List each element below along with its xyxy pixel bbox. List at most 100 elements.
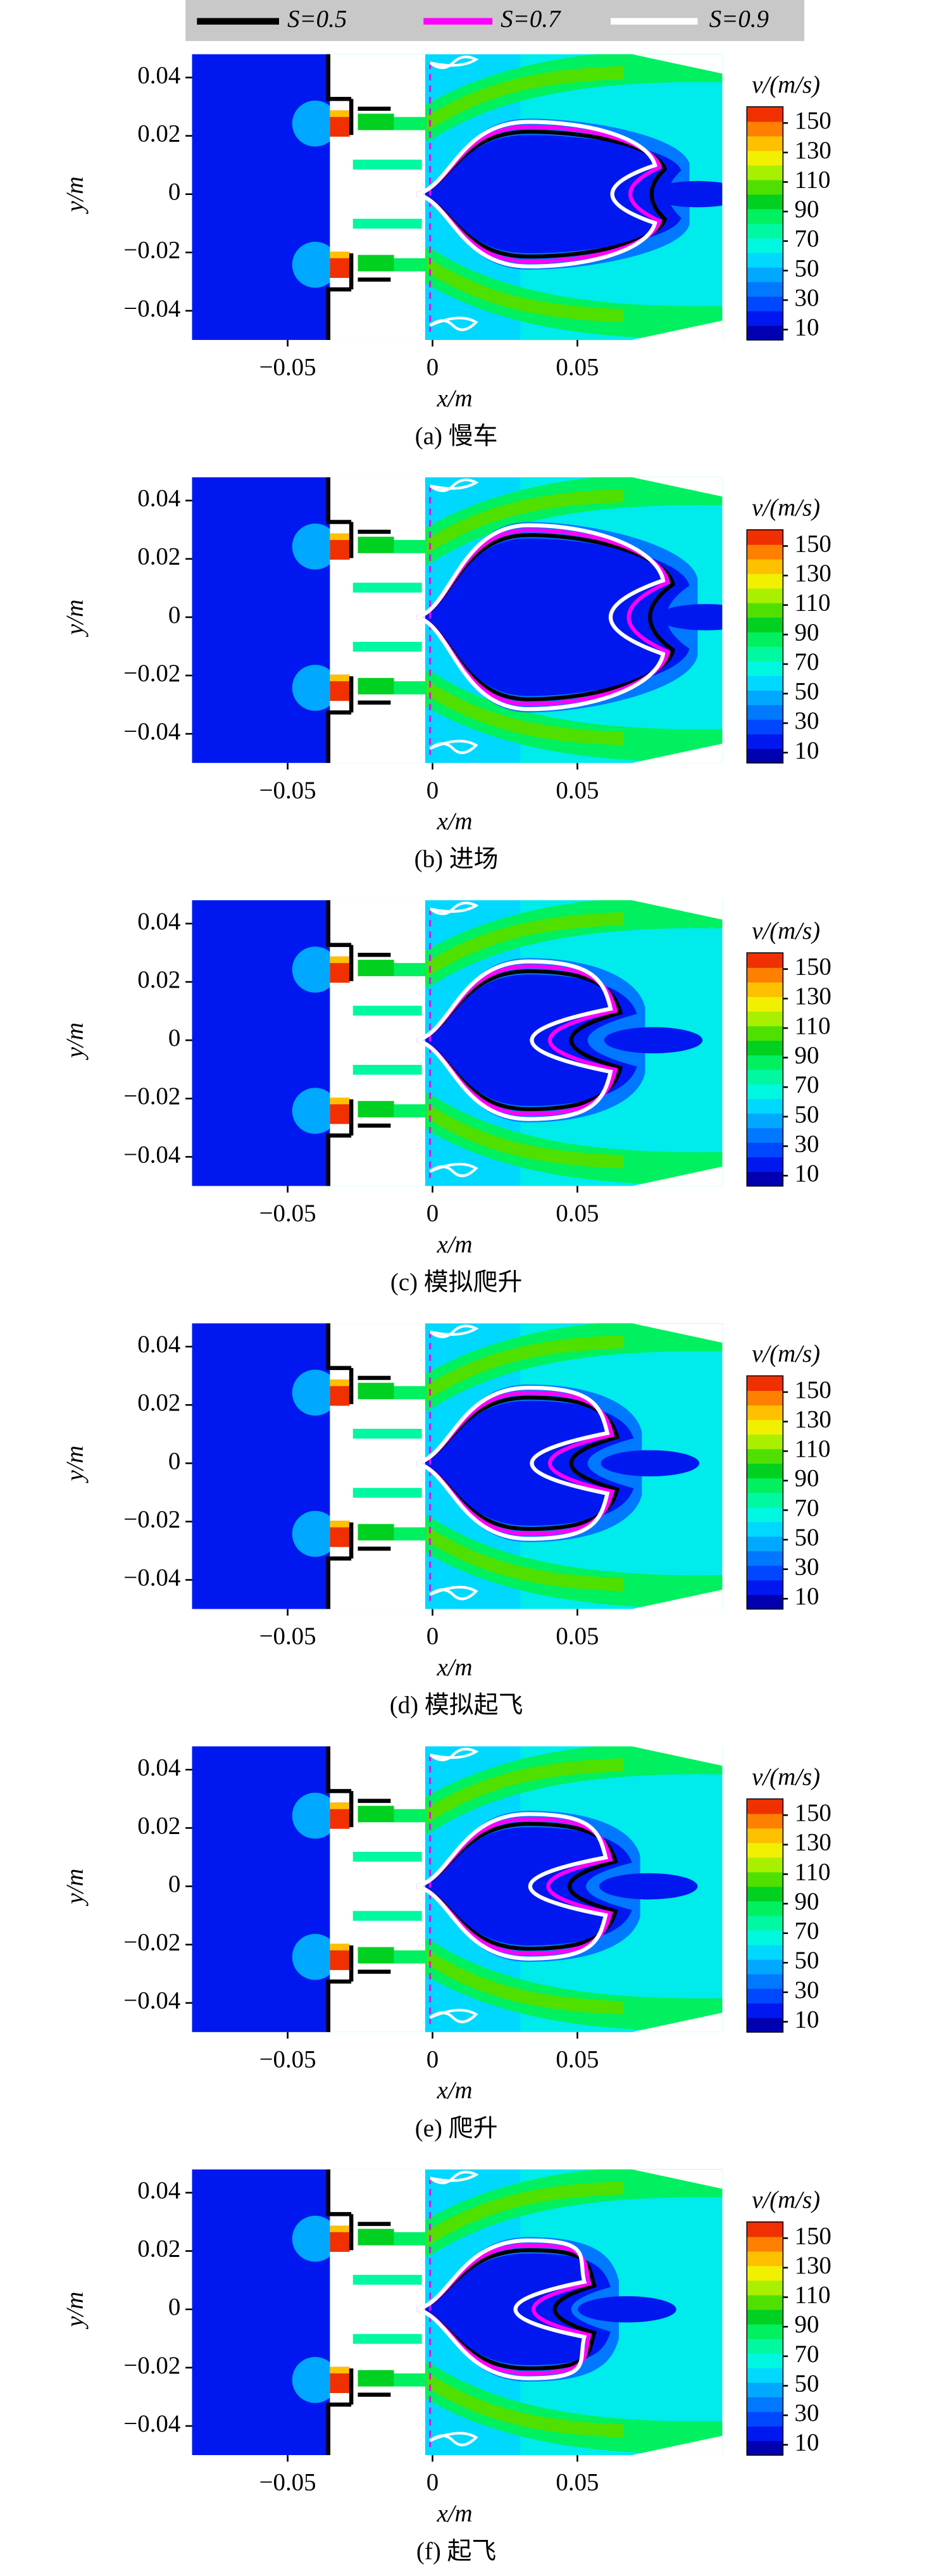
iso-line — [416, 1817, 613, 1956]
corner-vortex — [429, 739, 478, 755]
colorbar-band — [747, 967, 783, 983]
colorbar-band — [747, 661, 783, 676]
colorbar-band — [747, 544, 783, 560]
corner-vortex — [429, 902, 479, 915]
colorbar-tick-label: 70 — [795, 1494, 819, 1521]
swirler-passage — [394, 1386, 427, 1400]
colorbar-band — [747, 1405, 783, 1421]
colorbar-label: v/(m/s) — [752, 494, 820, 522]
colorbar-band — [747, 106, 783, 122]
iso-line — [416, 120, 657, 268]
plenum-blob — [292, 100, 339, 147]
colorbar-tick-label: 70 — [795, 648, 819, 675]
colorbar-tick-label: 90 — [795, 619, 819, 646]
colorbar-band — [747, 1930, 783, 1945]
contour-field — [192, 1746, 723, 2032]
colorbar-band — [747, 121, 783, 137]
swirler-cutout — [330, 2169, 425, 2456]
plenum — [192, 2169, 330, 2456]
iso-line — [416, 964, 618, 1116]
colorbar-frame — [746, 2221, 784, 2456]
colorbar-band — [747, 1799, 783, 1814]
iso-line — [416, 1385, 610, 1541]
colorbar-band — [747, 237, 783, 253]
plenum — [192, 477, 330, 763]
colorbar-label: v/(m/s) — [752, 1763, 820, 1790]
swirler-inlet-edge — [330, 674, 350, 682]
swirler-gap — [352, 1488, 422, 1498]
swirler-passage — [358, 1947, 394, 1964]
y-tick-label: −0.04 — [123, 2410, 180, 2437]
x-axis-label: x/m — [436, 1654, 472, 1681]
y-tick-label: 0.04 — [137, 2177, 180, 2204]
wake — [648, 180, 723, 208]
x-tick-label: 0 — [427, 1200, 439, 1227]
y-tick-label: 0.02 — [137, 543, 180, 570]
colorbar-tick-label: 50 — [795, 678, 819, 705]
colorbar-band — [747, 1478, 783, 1493]
colorbar-band — [747, 1128, 783, 1143]
colorbar-band — [747, 1463, 783, 1479]
colorbar-band — [747, 1055, 783, 1071]
colorbar-band — [747, 2236, 783, 2252]
corner-vortex — [429, 2432, 478, 2446]
iso-line — [416, 959, 613, 1121]
colorbar-band — [747, 602, 783, 618]
wall — [326, 900, 391, 1186]
x-tick-label: 0.05 — [556, 2045, 599, 2073]
swirler-passage — [394, 2373, 427, 2387]
caption: (a) 慢车 — [415, 423, 498, 450]
colorbar-tick-label: 150 — [795, 107, 831, 134]
swirler-passage — [358, 1101, 394, 1118]
y-tick-label: 0 — [168, 1447, 180, 1474]
colorbar-tick-label: 130 — [795, 1405, 831, 1433]
colorbar-band — [747, 719, 783, 734]
swirler-cutout — [330, 1746, 425, 2032]
swirler-inlet-edge — [330, 1944, 350, 1951]
swirler-passage — [394, 539, 427, 553]
iso-line — [416, 969, 623, 1112]
colorbar-band — [747, 1565, 783, 1581]
colorbar-band — [747, 135, 783, 151]
y-tick-label: −0.04 — [123, 1564, 180, 1591]
colorbar-tick-label: 50 — [795, 1101, 819, 1128]
recirculation-core — [416, 1827, 632, 1945]
corner-vortex — [429, 317, 478, 331]
colorbar-band — [747, 2017, 783, 2033]
plenum-blob — [292, 2215, 339, 2262]
colorbar-band — [747, 996, 783, 1012]
caption: (b) 进场 — [414, 846, 499, 873]
colorbar-band — [747, 1376, 783, 1392]
colorbar-band — [747, 1594, 783, 1610]
colorbar-tick-label: 10 — [795, 737, 819, 764]
swirler-passage — [394, 681, 427, 694]
wake — [578, 2296, 676, 2323]
plenum-blob — [292, 1088, 339, 1134]
colorbar-band — [747, 1492, 783, 1508]
colorbar-tick-label: 70 — [795, 1918, 819, 1945]
swirler-passage — [358, 254, 394, 272]
x-tick-label: 0.05 — [556, 1200, 599, 1227]
colorbar-tick-label: 10 — [795, 2006, 819, 2033]
swirler-cutout — [330, 900, 425, 1186]
jet-core — [414, 677, 625, 746]
colorbar-band — [747, 208, 783, 224]
colorbar-band — [747, 2426, 783, 2441]
swirler-gap — [352, 1005, 422, 1016]
y-tick-label: 0.04 — [137, 908, 180, 935]
swirler-passage — [394, 1950, 427, 1964]
wake — [601, 1450, 700, 1477]
swirler-passage — [394, 258, 427, 272]
colorbar-band — [747, 1026, 783, 1041]
swirler-gap — [352, 582, 422, 593]
colorbar-band — [747, 2309, 783, 2325]
x-tick-label: 0 — [427, 354, 439, 381]
colorbar-band — [747, 1944, 783, 1960]
colorbar-tick-label: 90 — [795, 1888, 819, 1915]
legend-label: S=0.9 — [709, 6, 769, 33]
corner-vortex — [429, 55, 479, 70]
colorbar-tick-label: 30 — [795, 707, 819, 734]
swirler-gap — [352, 1065, 422, 1075]
colorbar-tick-label: 150 — [795, 953, 831, 981]
